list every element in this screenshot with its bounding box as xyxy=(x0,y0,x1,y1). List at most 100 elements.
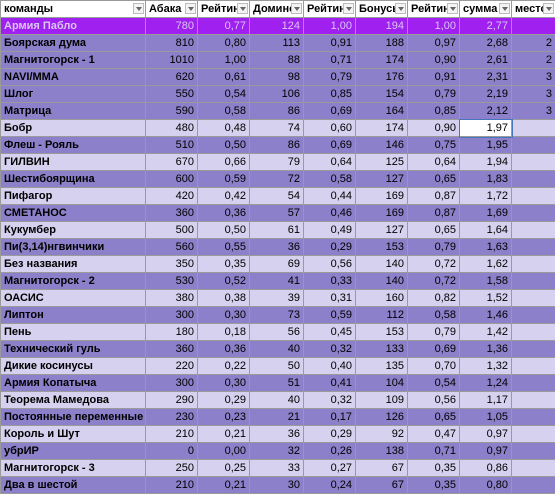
domino-rating-cell[interactable]: 0,44 xyxy=(303,187,356,205)
abaka-rating-cell[interactable]: 0,58 xyxy=(197,102,250,120)
domino-rating-cell[interactable]: 0,58 xyxy=(303,170,356,188)
bonuses-rating-cell[interactable]: 0,47 xyxy=(407,425,460,443)
team-name-cell[interactable]: Шестибоярщина xyxy=(0,170,146,188)
bonuses-cell[interactable]: 127 xyxy=(355,170,408,188)
abaka-cell[interactable]: 360 xyxy=(145,340,198,358)
abaka-cell[interactable]: 0 xyxy=(145,442,198,460)
domino-cell[interactable]: 50 xyxy=(249,357,304,375)
domino-rating-cell[interactable]: 0,26 xyxy=(303,442,356,460)
domino-cell[interactable]: 86 xyxy=(249,136,304,154)
team-name-cell[interactable]: СМЕТАНОС xyxy=(0,204,146,222)
domino-rating-cell[interactable]: 0,40 xyxy=(303,357,356,375)
bonuses-cell[interactable]: 92 xyxy=(355,425,408,443)
abaka-rating-cell[interactable]: 0,35 xyxy=(197,255,250,273)
domino-rating-cell[interactable]: 0,71 xyxy=(303,51,356,69)
sum-cell[interactable]: 1,83 xyxy=(459,170,512,188)
team-name-cell[interactable]: Шлог xyxy=(0,85,146,103)
bonuses-cell[interactable]: 138 xyxy=(355,442,408,460)
place-cell[interactable] xyxy=(511,153,555,171)
abaka-rating-cell[interactable]: 0,25 xyxy=(197,459,250,477)
bonuses-rating-cell[interactable]: 0,79 xyxy=(407,323,460,341)
abaka-cell[interactable]: 210 xyxy=(145,425,198,443)
bonuses-cell[interactable]: 140 xyxy=(355,272,408,290)
place-cell[interactable] xyxy=(511,119,555,137)
bonuses-rating-cell[interactable]: 0,82 xyxy=(407,289,460,307)
bonuses-rating-cell[interactable]: 0,90 xyxy=(407,51,460,69)
sum-cell[interactable]: 1,58 xyxy=(459,272,512,290)
bonuses-rating-cell[interactable]: 0,79 xyxy=(407,85,460,103)
sum-cell[interactable]: 1,46 xyxy=(459,306,512,324)
team-name-cell[interactable]: Липтон xyxy=(0,306,146,324)
bonuses-rating-cell[interactable]: 0,64 xyxy=(407,153,460,171)
sum-cell[interactable]: 0,97 xyxy=(459,425,512,443)
place-cell[interactable]: 3 xyxy=(511,85,555,103)
abaka-cell[interactable]: 780 xyxy=(145,17,198,35)
team-name-cell[interactable]: Без названия xyxy=(0,255,146,273)
abaka-cell[interactable]: 300 xyxy=(145,306,198,324)
abaka-cell[interactable]: 620 xyxy=(145,68,198,86)
bonuses-cell[interactable]: 174 xyxy=(355,119,408,137)
bonuses-cell[interactable]: 112 xyxy=(355,306,408,324)
domino-rating-cell[interactable]: 0,32 xyxy=(303,340,356,358)
domino-rating-cell[interactable]: 0,79 xyxy=(303,68,356,86)
place-cell[interactable] xyxy=(511,255,555,273)
bonuses-rating-cell[interactable]: 0,75 xyxy=(407,136,460,154)
team-name-cell[interactable]: убрИР xyxy=(0,442,146,460)
domino-rating-cell[interactable]: 0,64 xyxy=(303,153,356,171)
place-cell[interactable] xyxy=(511,442,555,460)
abaka-rating-cell[interactable]: 0,80 xyxy=(197,34,250,52)
place-cell[interactable]: 3 xyxy=(511,68,555,86)
team-name-cell[interactable]: Король и Шут xyxy=(0,425,146,443)
bonuses-cell[interactable]: 160 xyxy=(355,289,408,307)
abaka-rating-cell[interactable]: 0,54 xyxy=(197,85,250,103)
bonuses-rating-cell[interactable]: 0,54 xyxy=(407,374,460,392)
abaka-rating-cell[interactable]: 0,22 xyxy=(197,357,250,375)
domino-cell[interactable]: 51 xyxy=(249,374,304,392)
domino-rating-cell[interactable]: 0,29 xyxy=(303,238,356,256)
sum-cell[interactable]: 1,05 xyxy=(459,408,512,426)
domino-rating-cell[interactable]: 0,91 xyxy=(303,34,356,52)
abaka-cell[interactable]: 500 xyxy=(145,221,198,239)
bonuses-rating-cell[interactable]: 0,65 xyxy=(407,221,460,239)
domino-cell[interactable]: 33 xyxy=(249,459,304,477)
abaka-rating-cell[interactable]: 0,36 xyxy=(197,340,250,358)
domino-cell[interactable]: 61 xyxy=(249,221,304,239)
bonuses-cell[interactable]: 133 xyxy=(355,340,408,358)
sum-cell[interactable]: 1,72 xyxy=(459,187,512,205)
sum-cell[interactable]: 1,94 xyxy=(459,153,512,171)
domino-cell[interactable]: 41 xyxy=(249,272,304,290)
bonuses-rating-cell[interactable]: 0,35 xyxy=(407,476,460,494)
team-name-cell[interactable]: Пень xyxy=(0,323,146,341)
place-cell[interactable] xyxy=(511,476,555,494)
place-cell[interactable] xyxy=(511,408,555,426)
abaka-rating-cell[interactable]: 0,00 xyxy=(197,442,250,460)
sum-cell[interactable]: 1,42 xyxy=(459,323,512,341)
bonuses-cell[interactable]: 169 xyxy=(355,187,408,205)
domino-cell[interactable]: 21 xyxy=(249,408,304,426)
abaka-cell[interactable]: 530 xyxy=(145,272,198,290)
sum-cell[interactable]: 1,62 xyxy=(459,255,512,273)
team-name-cell[interactable]: Дикие косинусы xyxy=(0,357,146,375)
abaka-rating-cell[interactable]: 1,00 xyxy=(197,51,250,69)
domino-cell[interactable]: 69 xyxy=(249,255,304,273)
filter-dropdown-icon[interactable] xyxy=(395,3,406,14)
abaka-cell[interactable]: 220 xyxy=(145,357,198,375)
bonuses-rating-cell[interactable]: 0,72 xyxy=(407,255,460,273)
abaka-cell[interactable]: 810 xyxy=(145,34,198,52)
place-cell[interactable]: 3 xyxy=(511,102,555,120)
place-cell[interactable] xyxy=(511,357,555,375)
domino-rating-cell[interactable]: 0,45 xyxy=(303,323,356,341)
bonuses-cell[interactable]: 153 xyxy=(355,238,408,256)
team-name-cell[interactable]: ГИЛВИН xyxy=(0,153,146,171)
domino-cell[interactable]: 86 xyxy=(249,102,304,120)
domino-cell[interactable]: 74 xyxy=(249,119,304,137)
domino-rating-cell[interactable]: 0,60 xyxy=(303,119,356,137)
abaka-cell[interactable]: 350 xyxy=(145,255,198,273)
column-header-abaka[interactable]: Абака xyxy=(145,0,198,18)
domino-cell[interactable]: 113 xyxy=(249,34,304,52)
domino-rating-cell[interactable]: 0,27 xyxy=(303,459,356,477)
bonuses-rating-cell[interactable]: 0,91 xyxy=(407,68,460,86)
sum-cell[interactable]: 2,61 xyxy=(459,51,512,69)
abaka-rating-cell[interactable]: 0,38 xyxy=(197,289,250,307)
domino-cell[interactable]: 79 xyxy=(249,153,304,171)
